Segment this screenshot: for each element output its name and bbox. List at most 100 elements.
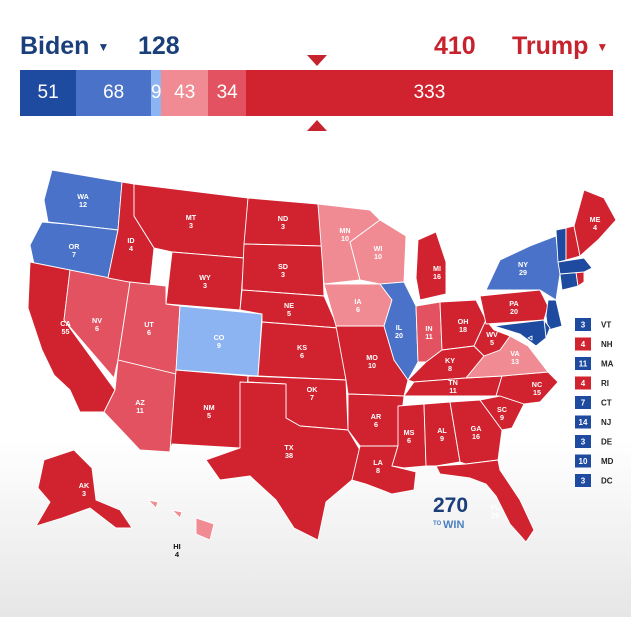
state-label-mt: MT [186, 213, 197, 222]
state-label-mi: MI [433, 264, 441, 273]
bar-segment-solid-dem: 51 [20, 70, 77, 116]
logo-number: 270 [433, 494, 468, 517]
legend-swatch [575, 396, 591, 409]
legend-item-vt[interactable]: 3 VT [575, 318, 611, 331]
state-me[interactable] [573, 189, 617, 257]
state-ev-nv: 6 [95, 324, 99, 333]
state-ev-mt: 3 [189, 221, 193, 230]
bar-segment-likely-dem: 68 [76, 70, 152, 116]
state-label-ca: CA [60, 319, 70, 328]
state-ev-ne: 5 [287, 309, 291, 318]
legend-item-nh[interactable]: 4 NH [575, 337, 613, 351]
state-ev-nm: 5 [207, 411, 211, 420]
state-ev-ak: 3 [82, 489, 86, 498]
state-label-id: ID [127, 236, 134, 245]
state-label-fl: FL [491, 503, 500, 512]
state-ev-mo: 10 [368, 361, 376, 370]
legend-item-ri[interactable]: 4 RI [575, 376, 609, 390]
legend-swatch [575, 454, 591, 468]
dem-candidate-dropdown[interactable]: Biden ▼ [20, 32, 109, 61]
state-tx[interactable] [205, 381, 361, 541]
state-al[interactable] [423, 401, 461, 467]
state-label-ky: KY [445, 356, 455, 365]
state-md[interactable] [493, 319, 547, 347]
legend-abbr: DE [601, 438, 613, 447]
state-ev-ga: 16 [472, 432, 480, 441]
dem-candidate-name: Biden [20, 32, 90, 60]
legend-ev: 4 [581, 340, 586, 349]
state-label-sc: SC [497, 405, 507, 414]
state-label-nd: ND [278, 214, 288, 223]
state-nm[interactable] [169, 369, 249, 453]
state-label-la: LA [373, 458, 383, 467]
state-ev-nd: 3 [281, 222, 285, 231]
state-label-ok: OK [307, 385, 319, 394]
state-ev-hi: 4 [175, 550, 180, 559]
state-hi[interactable] [147, 499, 215, 541]
legend-ev: 4 [581, 379, 586, 388]
legend-item-dc[interactable]: 3 DC [575, 474, 613, 487]
chevron-down-icon: ▼ [97, 39, 110, 54]
rep-electoral-total: 410 [434, 32, 476, 60]
state-label-me: ME [590, 215, 601, 224]
state-ev-tn: 11 [449, 386, 457, 395]
state-ev-ok: 7 [310, 393, 314, 402]
legend-swatch [575, 376, 591, 390]
state-ma[interactable] [557, 257, 593, 275]
state-ev-oh: 18 [459, 325, 467, 334]
state-label-sd: SD [278, 262, 288, 271]
state-vt[interactable] [555, 227, 567, 263]
state-label-ne: NE [284, 301, 294, 310]
state-label-hi: HI [173, 542, 181, 551]
state-nj[interactable] [545, 299, 563, 331]
state-label-nm: NM [203, 403, 214, 412]
legend-swatch [575, 474, 591, 487]
state-ev-fl: 29 [491, 511, 499, 520]
legend-swatch [575, 337, 591, 351]
legend-item-ct[interactable]: 7 CT [575, 396, 612, 409]
state-dc[interactable] [527, 335, 533, 341]
270towin-logo: 270 TO WIN [433, 494, 468, 531]
state-ev-al: 9 [440, 434, 444, 443]
legend-item-md[interactable]: 10 MD [575, 454, 614, 468]
state-mi[interactable] [415, 231, 447, 301]
legend-ev: 10 [579, 457, 588, 466]
legend-abbr: MD [601, 457, 614, 466]
rep-candidate-dropdown[interactable]: Trump ▼ [512, 32, 608, 61]
state-label-tn: TN [448, 378, 458, 387]
electoral-header: Biden ▼ 128 410 Trump ▼ 51 68 9 43 34 333 [0, 0, 631, 140]
state-label-nc: NC [532, 380, 542, 389]
legend-swatch [575, 357, 591, 370]
state-ev-ms: 6 [407, 436, 411, 445]
state-ev-wa: 12 [79, 200, 87, 209]
state-sc[interactable] [479, 395, 525, 431]
legend-item-nj[interactable]: 14 NJ [575, 415, 611, 429]
legend-abbr: VT [601, 321, 611, 330]
state-ev-wy: 3 [203, 281, 207, 290]
state-ev-va: 13 [511, 357, 519, 366]
legend-ev: 3 [581, 477, 586, 486]
bar-segment-likely-rep: 34 [208, 70, 246, 116]
state-fl[interactable] [435, 459, 535, 543]
state-ev-co: 9 [217, 341, 221, 350]
state-ev-il: 20 [395, 331, 403, 340]
legend-ev: 7 [581, 399, 586, 408]
state-ct[interactable] [559, 271, 579, 291]
state-label-tx: TX [284, 443, 293, 452]
majority-marker-bottom-icon [307, 120, 327, 131]
state-label-mn: MN [339, 226, 350, 235]
legend-item-ma[interactable]: 11 MA [575, 357, 614, 370]
state-label-oh: OH [458, 317, 469, 326]
state-ev-ar: 6 [374, 420, 378, 429]
legend-item-de[interactable]: 3 DE [575, 435, 613, 448]
state-ev-wi: 10 [374, 252, 382, 261]
state-ev-me: 4 [593, 223, 597, 232]
state-label-ar: AR [371, 412, 382, 421]
state-label-il: IL [396, 323, 403, 332]
state-label-or: OR [69, 242, 81, 251]
us-electoral-map: WA 12 OR 7 CA 55 NV 6 ID 4 MT 3 WY 3 UT 6 AZ 11 CO 9 NM 5 ND 3 S… [0, 150, 631, 617]
state-ak[interactable] [35, 449, 133, 529]
state-ev-sc: 9 [500, 413, 504, 422]
state-label-ga: GA [471, 424, 482, 433]
state-label-wy: WY [199, 273, 211, 282]
